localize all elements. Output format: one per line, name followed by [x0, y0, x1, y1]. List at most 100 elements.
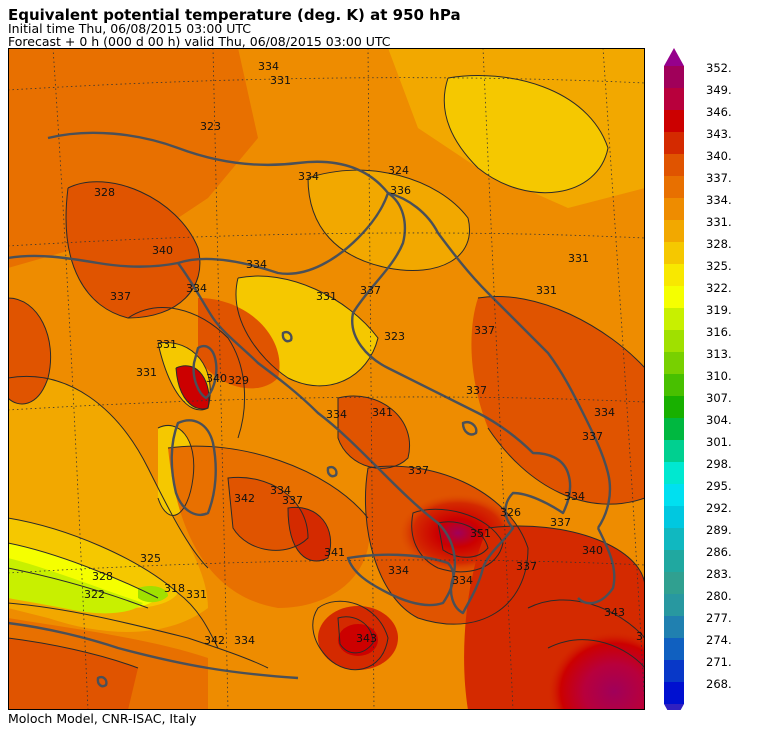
colorbar-label: 325. — [706, 259, 732, 273]
contour-label: 326 — [500, 506, 521, 519]
contour-label: 337 — [582, 430, 603, 443]
colorbar-label: 310. — [706, 369, 732, 383]
contour-label: 334 — [246, 258, 267, 271]
contour-label: 331 — [536, 284, 557, 297]
contour-label: 325 — [140, 552, 161, 565]
colorbar-segment — [664, 198, 684, 220]
colorbar-label: 268. — [706, 677, 732, 691]
contour-label: 331 — [568, 252, 589, 265]
colorbar-over-arrow — [664, 48, 684, 66]
contour-label: 342 — [204, 634, 225, 647]
contour-label: 323 — [384, 330, 405, 343]
colorbar-segment — [664, 682, 684, 704]
colorbar-label: 307. — [706, 391, 732, 405]
colorbar-label: 271. — [706, 655, 732, 669]
colorbar-label: 349. — [706, 83, 732, 97]
contour-label: 334 — [234, 634, 255, 647]
contour-label: 331 — [316, 290, 337, 303]
cool-core — [138, 585, 168, 603]
colorbar-segment — [664, 176, 684, 198]
colorbar-label: 346. — [706, 105, 732, 119]
contour-label: 336 — [390, 184, 411, 197]
contour-label: 322 — [84, 588, 105, 601]
contour-label: 334 — [186, 282, 207, 295]
contour-label: 334 — [452, 574, 473, 587]
colorbar — [664, 48, 684, 710]
colorbar-label: 277. — [706, 611, 732, 625]
contour-label: 341 — [324, 546, 345, 559]
contour-label: 337 — [474, 324, 495, 337]
contour-label: 328 — [94, 186, 115, 199]
colorbar-label: 274. — [706, 633, 732, 647]
colorbar-segment — [664, 638, 684, 660]
forecast-valid-text: Forecast + 0 h (000 d 00 h) valid Thu, 0… — [8, 34, 391, 49]
colorbar-label: 319. — [706, 303, 732, 317]
corsica-hot — [176, 365, 209, 409]
colorbar-under-arrow — [664, 704, 684, 710]
contour-label: 340 — [152, 244, 173, 257]
contour-label: 346 — [636, 630, 645, 643]
contour-label: 343 — [356, 632, 377, 645]
colorbar-label: 340. — [706, 149, 732, 163]
contour-label: 351 — [470, 527, 491, 540]
model-credit: Moloch Model, CNR-ISAC, Italy — [8, 711, 197, 726]
colorbar-label: 295. — [706, 479, 732, 493]
colorbar-segment — [664, 242, 684, 264]
colorbar-segment — [664, 154, 684, 176]
colorbar-label: 328. — [706, 237, 732, 251]
colorbar-label: 286. — [706, 545, 732, 559]
colorbar-segment — [664, 88, 684, 110]
contour-label: 331 — [156, 338, 177, 351]
colorbar-segment — [664, 286, 684, 308]
tyrrhenian-warm — [198, 298, 280, 389]
colorbar-segment — [664, 528, 684, 550]
contour-label: 331 — [136, 366, 157, 379]
colorbar-label: 304. — [706, 413, 732, 427]
graticule — [8, 48, 645, 710]
colorbar-segment — [664, 660, 684, 682]
contour-label: 334 — [388, 564, 409, 577]
colorbar-segment — [664, 484, 684, 506]
contour-label: 334 — [326, 408, 347, 421]
contour-label: 318 — [164, 582, 185, 595]
colorbar-segment — [664, 374, 684, 396]
contour-label: 331 — [270, 74, 291, 87]
contour-label: 337 — [408, 464, 429, 477]
colorbar-label: 343. — [706, 127, 732, 141]
contour-label: 331 — [186, 588, 207, 601]
colorbar-label: 280. — [706, 589, 732, 603]
colorbar-segment — [664, 220, 684, 242]
contour-label: 334 — [258, 60, 279, 73]
contour-label: 340 — [206, 372, 227, 385]
campania-warm — [338, 396, 410, 469]
contour-label: 334 — [298, 170, 319, 183]
colorbar-segment — [664, 616, 684, 638]
colorbar-label: 313. — [706, 347, 732, 361]
colorbar-label: 316. — [706, 325, 732, 339]
colorbar-segment — [664, 66, 684, 88]
contour-label: 324 — [388, 164, 409, 177]
colorbar-label: 331. — [706, 215, 732, 229]
colorbar-segment — [664, 132, 684, 154]
balkan-yellow — [444, 75, 608, 193]
colorbar-label: 352. — [706, 61, 732, 75]
contour-label: 334 — [270, 484, 291, 497]
coastlines — [8, 131, 616, 688]
tyrrhenian-hot-patch — [288, 507, 331, 561]
warm-area-nw — [66, 181, 200, 318]
colorbar-segment — [664, 550, 684, 572]
contour-label: 337 — [360, 284, 381, 297]
contour-label: 337 — [466, 384, 487, 397]
colorbar-segment — [664, 264, 684, 286]
colorbar-label: 283. — [706, 567, 732, 581]
colorbar-segment — [664, 572, 684, 594]
colorbar-segment — [664, 594, 684, 616]
colorbar-label: 301. — [706, 435, 732, 449]
contour-label: 341 — [372, 406, 393, 419]
contour-label: 337 — [282, 494, 303, 507]
colorbar-segment — [664, 506, 684, 528]
contour-label: 342 — [234, 492, 255, 505]
colorbar-segment — [664, 418, 684, 440]
